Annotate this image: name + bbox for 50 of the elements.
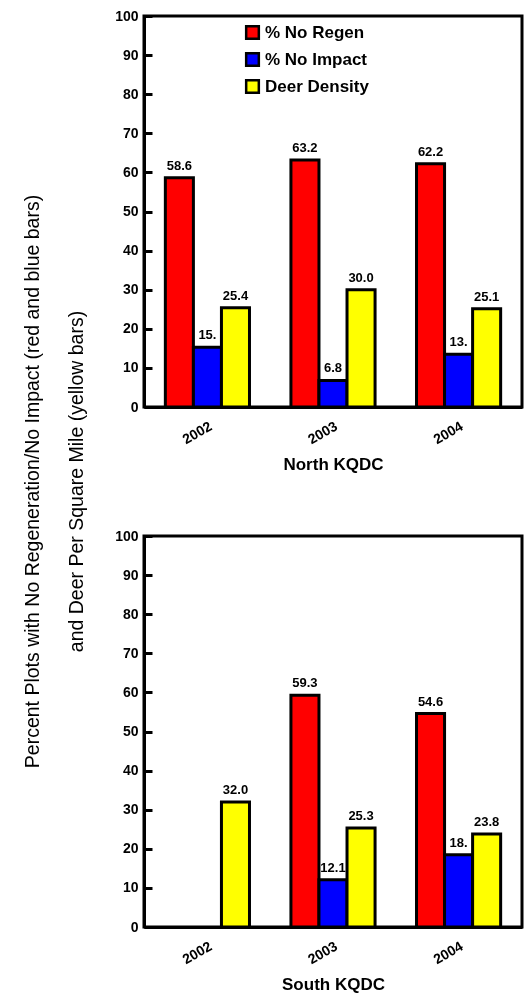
data-label: 25.1 — [473, 288, 500, 304]
x-tick-label: 2002 — [179, 417, 215, 448]
x-tick-label: 2004 — [430, 937, 466, 968]
x-tick-label: 2002 — [179, 937, 215, 968]
y-tick-label: 40 — [122, 762, 139, 779]
y-tick-label: 100 — [115, 527, 139, 544]
y-tick-label: 70 — [122, 124, 139, 141]
data-label: 59.3 — [292, 675, 318, 691]
y-tick-label: 40 — [122, 242, 139, 259]
y-tick-label: 20 — [122, 320, 139, 337]
data-label: 15. — [198, 327, 217, 343]
y-tick-label: 80 — [122, 85, 139, 102]
y-tick-label: 10 — [122, 879, 139, 896]
x-axis-title: South KQDC — [282, 975, 385, 995]
data-label: 6.8 — [323, 360, 343, 376]
data-label: 62.2 — [417, 143, 444, 159]
y-tick-label: 80 — [122, 605, 139, 622]
y-tick-label: 70 — [122, 644, 139, 661]
y-tick-label: 0 — [130, 918, 139, 935]
x-tick-label: 2003 — [305, 417, 341, 448]
y-tick-label: 30 — [122, 281, 139, 298]
y-tick-label: 90 — [122, 566, 139, 583]
y-tick-label: 30 — [122, 801, 139, 818]
y-tick-label: 100 — [115, 7, 139, 24]
y-tick-label: 20 — [122, 840, 139, 857]
data-label: 32.0 — [222, 781, 249, 797]
y-tick-label: 60 — [122, 683, 139, 700]
x-tick-label: 2003 — [305, 937, 341, 968]
data-label: 25.3 — [348, 808, 374, 824]
y-tick-label: 50 — [122, 723, 139, 739]
legend-label: Deer Density — [265, 76, 370, 96]
y-tick-label: 90 — [122, 46, 139, 63]
data-label: 54.6 — [417, 693, 444, 709]
legend-label: % No Regen — [265, 22, 365, 42]
data-label: 18. — [449, 834, 468, 850]
y-axis-title: Percent Plots with No Regeneration/No Impact (red and blue bars) and Deer Per Square Mile (yellow bars) — [20, 194, 87, 769]
x-axis-title: North KQDC — [283, 455, 384, 475]
data-label: 25.4 — [222, 287, 249, 303]
data-label: 23.8 — [473, 813, 500, 829]
y-tick-label: 60 — [122, 163, 139, 180]
legend-label: % No Impact — [265, 49, 368, 69]
data-label: 58.6 — [166, 157, 193, 173]
x-tick-label: 2004 — [430, 417, 466, 448]
data-label: 30.0 — [348, 269, 374, 285]
data-label: 63.2 — [292, 139, 318, 155]
data-label: 13. — [449, 334, 468, 350]
data-label: 12.1 — [320, 859, 346, 875]
y-tick-label: 50 — [122, 203, 139, 219]
y-tick-label: 0 — [130, 398, 139, 415]
y-tick-label: 10 — [122, 359, 139, 376]
